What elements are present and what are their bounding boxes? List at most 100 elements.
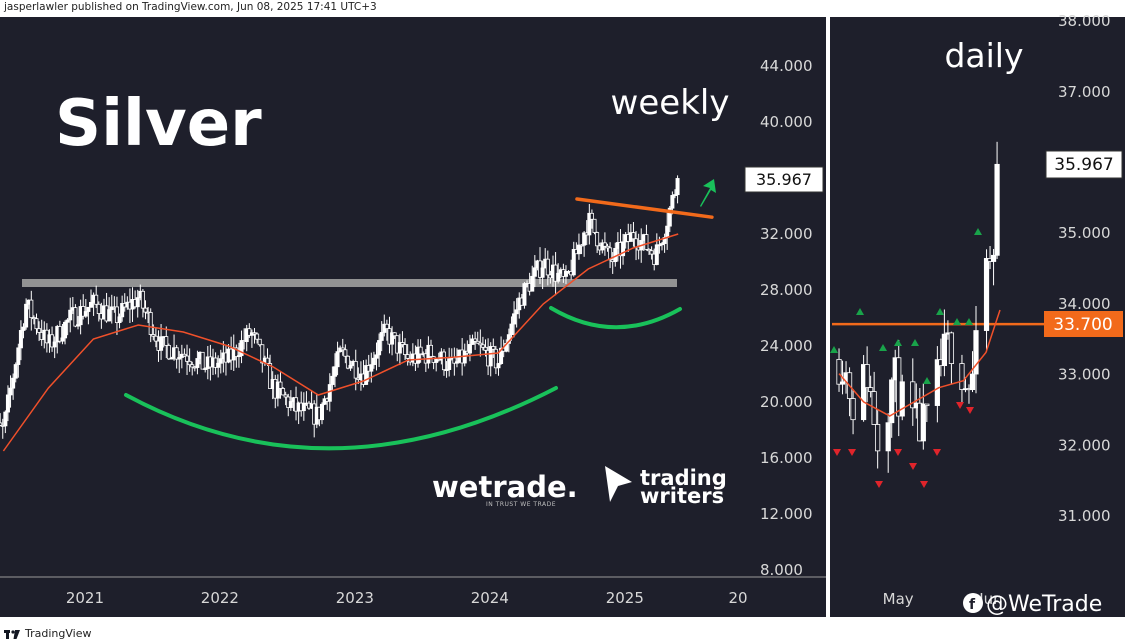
- y-tick-label: 34.000: [1058, 295, 1111, 313]
- weekly-candle: [576, 233, 581, 260]
- weekly-candle: [397, 333, 402, 366]
- y-tick-label: 37.000: [1058, 83, 1111, 101]
- x-tick-label: 20: [728, 589, 747, 607]
- weekly-candle: [379, 321, 384, 352]
- buy-signal-icon: [923, 377, 931, 384]
- daily-candle: [948, 331, 955, 385]
- weekly-candle: [94, 285, 99, 309]
- weekly-candle: [384, 319, 389, 341]
- daily-moving-average-line: [838, 309, 1001, 417]
- weekly-candles: [0, 175, 680, 439]
- weekly-candle: [31, 315, 36, 325]
- weekly-candle: [34, 313, 39, 335]
- buy-signal-icon: [894, 339, 902, 346]
- arrow-up-icon: [700, 179, 716, 207]
- weekly-candle: [182, 348, 187, 357]
- weekly-candle: [135, 289, 140, 318]
- weekly-candle: [0, 413, 3, 427]
- daily-price-label: 35.967: [1045, 150, 1123, 179]
- weekly-candle: [218, 349, 223, 374]
- y-tick-label: 32.000: [1058, 436, 1111, 454]
- buy-signal-icon: [830, 346, 838, 353]
- weekly-candle: [509, 316, 514, 341]
- y-tick-label: 32.000: [760, 225, 813, 243]
- tradingview-footer: TradingView: [4, 627, 91, 640]
- x-tick-label: 2025: [606, 589, 644, 607]
- x-tick-label: Jun: [978, 590, 1002, 608]
- weekly-candle: [257, 338, 262, 347]
- social-handle-text: @WeTrade: [986, 592, 1102, 617]
- daily-level-label: 33.700: [1044, 311, 1123, 337]
- trading-writers-line2: writers: [640, 484, 724, 508]
- weekly-candle: [582, 231, 587, 257]
- publisher-header: jasperlawler published on TradingView.co…: [4, 1, 377, 13]
- sell-signal-icon: [909, 463, 917, 470]
- weekly-candle: [255, 332, 260, 344]
- support-band-rect: [22, 279, 677, 287]
- weekly-candle: [462, 343, 467, 367]
- weekly-candle: [86, 306, 91, 325]
- buy-signal-icon: [856, 308, 864, 315]
- y-tick-label: 24.000: [760, 337, 813, 355]
- weekly-candle: [467, 334, 472, 362]
- weekly-candle: [213, 352, 218, 375]
- daily-candle: [889, 377, 895, 438]
- daily-level-value: 33.700: [1053, 315, 1112, 335]
- weekly-candle: [278, 372, 283, 399]
- weekly-candle: [153, 326, 158, 348]
- sell-signal-icon: [833, 449, 841, 456]
- daily-title: daily: [944, 36, 1023, 75]
- buy-signal-icon: [953, 318, 961, 325]
- sell-signal-icon: [920, 481, 928, 488]
- trading-writers-logo: trading writers: [605, 466, 727, 508]
- y-tick-label: 38.000: [1058, 12, 1111, 30]
- sell-signal-icon: [966, 407, 974, 414]
- weekly-candle: [434, 357, 439, 372]
- sell-signal-icon: [956, 402, 964, 409]
- weekly-candle: [174, 344, 179, 369]
- x-tick-label: 2021: [66, 589, 104, 607]
- sell-signal-icon: [848, 449, 856, 456]
- weekly-candle: [8, 375, 13, 408]
- weekly-candle: [496, 362, 501, 376]
- weekly-candle: [169, 356, 174, 360]
- weekly-price-label: 35.967: [744, 166, 824, 193]
- weekly-candle: [631, 221, 636, 247]
- y-tick-label: 28.000: [760, 281, 813, 299]
- weekly-candle: [252, 328, 257, 344]
- weekly-candle: [88, 289, 93, 308]
- buy-signal-icon: [879, 344, 887, 351]
- weekly-candle: [13, 362, 18, 383]
- weekly-candle: [68, 297, 73, 333]
- y-tick-label: 40.000: [760, 113, 813, 131]
- trading-writers-cursor-icon: [605, 466, 632, 502]
- weekly-candle: [530, 265, 535, 292]
- daily-candle: [973, 305, 979, 394]
- support-band: [22, 279, 677, 287]
- weekly-candle: [275, 374, 280, 407]
- weekly-candle: [608, 242, 613, 269]
- weekly-candle: [480, 336, 485, 351]
- daily-candle: [864, 346, 870, 403]
- buy-signal-icon: [911, 339, 919, 346]
- weekly-x-axis: 2021 2022 2023 2024 2025 20: [66, 589, 748, 607]
- weekly-candle: [332, 353, 337, 388]
- weekly-candle: [493, 345, 498, 375]
- weekly-candle: [268, 354, 273, 389]
- breakout-arrow-icon: [700, 179, 716, 207]
- weekly-candle: [452, 347, 457, 376]
- weekly-candle: [340, 338, 345, 356]
- daily-signal-markers: [830, 228, 982, 488]
- daily-candle: [861, 355, 867, 422]
- weekly-candle: [29, 290, 34, 331]
- weekly-candle: [234, 344, 239, 368]
- weekly-candle: [371, 351, 376, 369]
- weekly-candle: [447, 347, 452, 377]
- x-tick-label: May: [883, 590, 914, 608]
- weekly-candle: [3, 410, 8, 434]
- y-tick-label: 8.000: [760, 561, 803, 579]
- weekly-candle: [24, 298, 29, 330]
- daily-candle: [990, 248, 997, 286]
- weekly-candle: [120, 295, 125, 322]
